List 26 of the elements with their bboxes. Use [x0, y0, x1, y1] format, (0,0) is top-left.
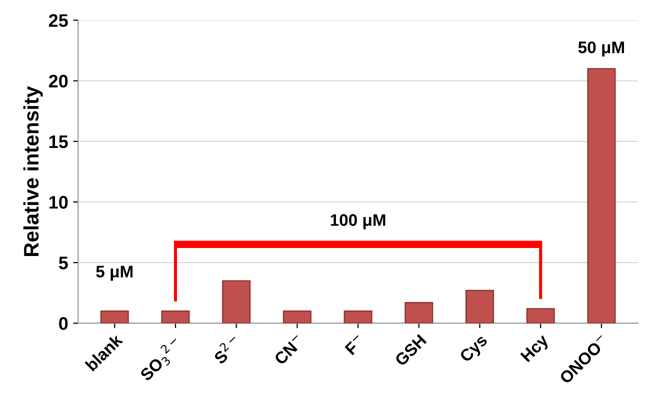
x-tick-label: Hcy — [520, 333, 552, 365]
x-tick-label: F$^{−}$ — [344, 334, 366, 356]
y-tick-label: 15 — [49, 136, 68, 148]
x-tick-label: SO$_{3}$$^{2−}$ — [136, 335, 186, 384]
y-tick-label: 0 — [59, 317, 68, 330]
x-tick-label: S$^{2−}$ — [210, 334, 242, 365]
y-axis-title: Relative intensity — [23, 86, 43, 256]
y-tick-label: 25 — [48, 14, 68, 27]
x-tick-label: ONOO$^{−}$ — [558, 334, 609, 384]
bar — [161, 310, 190, 324]
bar — [526, 308, 555, 324]
bar — [222, 280, 251, 324]
bar — [466, 290, 494, 324]
bar — [587, 68, 616, 324]
x-tick-label: Cys — [458, 334, 490, 366]
y-tick-label: 5 — [58, 256, 68, 270]
annotation: 5 μM — [96, 266, 133, 281]
y-tick-label: 10 — [49, 196, 68, 209]
bar — [404, 302, 434, 324]
annotation: 50 μM — [578, 41, 624, 56]
x-tick-label: CN$^{−}$ — [274, 334, 305, 366]
bar — [282, 310, 312, 324]
bar — [344, 310, 372, 324]
bar — [100, 310, 129, 324]
y-tick-label: 20 — [48, 74, 68, 88]
annotation: 100 μM — [330, 214, 386, 230]
